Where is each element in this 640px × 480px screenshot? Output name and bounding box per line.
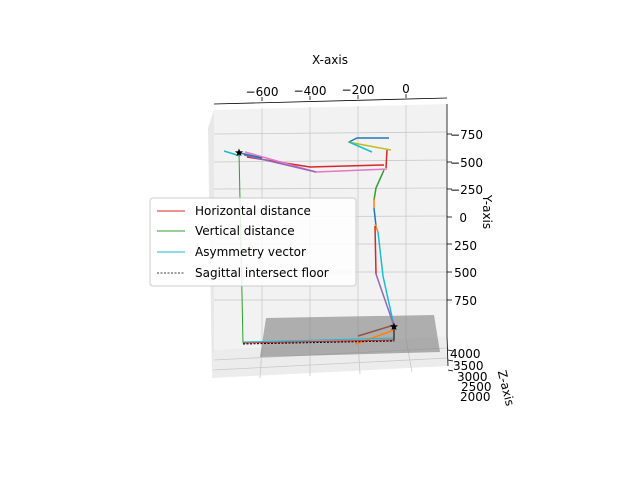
- z-tick-label: 4000: [450, 347, 481, 361]
- legend: Horizontal distance Vertical distance As…: [149, 197, 357, 287]
- y-tick-label: 750: [454, 294, 477, 308]
- skeleton-arm-purple: [243, 154, 317, 173]
- y-tick-label: −750: [450, 128, 483, 142]
- skeleton-leg-red: [374, 225, 377, 275]
- skeleton-foot-brown: [357, 324, 395, 337]
- horizontal-distance-line: [242, 339, 395, 344]
- y-tick-label: 500: [454, 266, 477, 280]
- y-tick-labels: −750 −500 −250 0 250 500 750: [450, 128, 483, 308]
- skeleton-hip-orange: [374, 223, 379, 233]
- z-tick-label: 3500: [453, 359, 484, 373]
- legend-label-sagittal: Sagittal intersect floor: [195, 266, 329, 280]
- legend-label-asymmetry: Asymmetry vector: [195, 245, 306, 259]
- skeleton-torso-green: [373, 169, 385, 201]
- skeleton-hand-blue: [239, 152, 263, 159]
- star-markers: [235, 148, 398, 330]
- y-tick-label: 250: [454, 239, 477, 253]
- legend-label-vertical: Vertical distance: [195, 224, 295, 238]
- x-tick-label: 0: [402, 82, 410, 96]
- x-tick-label: −400: [294, 84, 327, 98]
- legend-label-horizontal: Horizontal distance: [195, 204, 311, 218]
- z-axis-label: Z-axis: [495, 369, 517, 408]
- legend-box: [149, 197, 357, 287]
- y-tick-label: 0: [459, 211, 467, 225]
- skeleton-leg-cyan: [377, 231, 395, 327]
- skeleton-shoulder-red: [385, 149, 388, 169]
- skeleton-lines: [223, 137, 395, 345]
- skeleton-head-olive: [347, 141, 392, 151]
- analysis-lines: [238, 151, 395, 345]
- x-axis-label: X-axis: [312, 53, 348, 67]
- tick-marks: [261, 94, 454, 372]
- z-tick-label: 2000: [460, 390, 491, 404]
- star-marker-hand: [235, 148, 243, 156]
- skeleton-head: [348, 137, 389, 143]
- skeleton-spine-blue: [373, 207, 377, 227]
- sagittal-intersect-line: [242, 340, 395, 345]
- z-tick-label: 3000: [457, 370, 488, 384]
- z-tick-labels: 4000 3500 3000 2500 2000: [450, 347, 492, 404]
- skeleton-leg-purple: [375, 273, 395, 327]
- floor-plane: [260, 315, 440, 357]
- y-tick-label: −250: [450, 183, 483, 197]
- asymmetry-vector-line: [242, 337, 395, 343]
- y-axis-label: Y-axis: [480, 194, 494, 229]
- axis-edges: [213, 97, 449, 367]
- y-tick-label: −500: [450, 156, 483, 170]
- skeleton-neck: [348, 141, 373, 153]
- star-marker-foot: [390, 322, 398, 330]
- x-tick-labels: −600 −400 −200 0: [246, 82, 410, 99]
- x-tick-label: −600: [246, 85, 279, 99]
- x-tick-label: −200: [342, 83, 375, 97]
- z-tick-label: 2500: [461, 380, 492, 394]
